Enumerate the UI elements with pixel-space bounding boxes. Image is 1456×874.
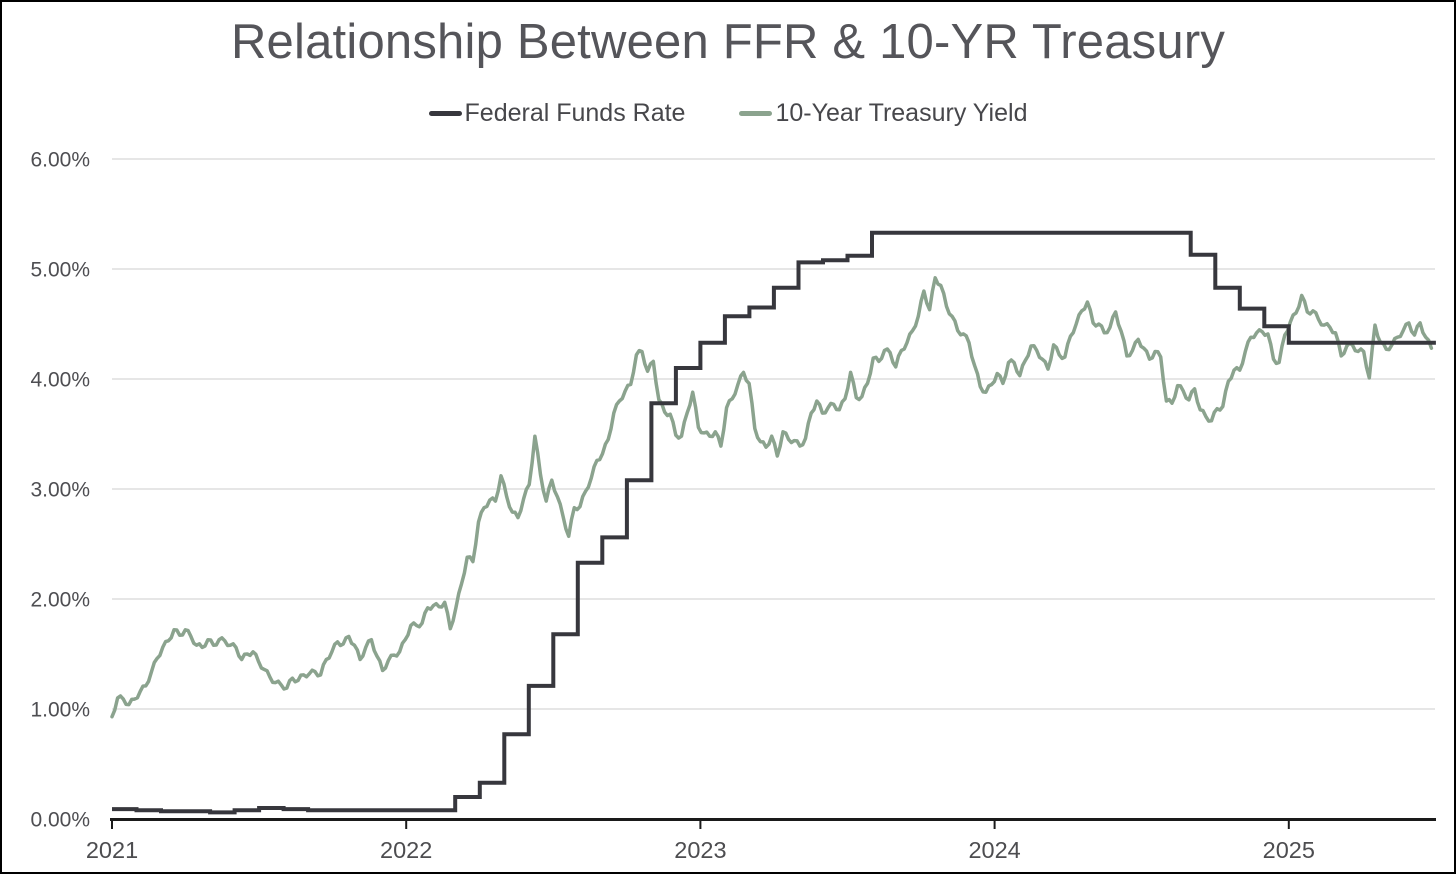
y-tick-label: 4.00%	[30, 369, 90, 392]
legend-item-ffr: Federal Funds Rate	[428, 99, 686, 128]
x-tick-label: 2025	[1263, 837, 1315, 863]
treasury-line-swatch-icon	[739, 111, 773, 116]
chart-title: Relationship Between FFR & 10-YR Treasur…	[230, 15, 1226, 69]
y-tick-labels: 0.00% 1.00% 2.00% 3.00% 4.00% 5.00% 6.00%	[30, 149, 90, 832]
legend-label-ffr: Federal Funds Rate	[464, 99, 686, 127]
y-tick-label: 2.00%	[30, 589, 90, 612]
legend-item-treasury: 10-Year Treasury Yield	[739, 99, 1027, 128]
y-tick-label: 5.00%	[30, 259, 90, 282]
federal-funds-rate-line	[112, 230, 1436, 815]
x-tick-label: 2021	[86, 837, 138, 863]
treasury-yield-line	[110, 276, 1434, 719]
y-tick-label: 0.00%	[30, 809, 90, 832]
x-axis	[110, 818, 1436, 829]
y-tick-label: 1.00%	[30, 699, 90, 722]
x-tick-label: 2022	[380, 837, 432, 863]
gridlines	[112, 158, 1435, 710]
legend: Federal Funds Rate 10-Year Treasury Yiel…	[2, 99, 1454, 128]
y-tick-label: 6.00%	[30, 149, 90, 172]
x-tick-labels: 2021 2022 2023 2024 2025	[86, 837, 1315, 863]
y-tick-label: 3.00%	[30, 479, 90, 502]
legend-label-treasury: 10-Year Treasury Yield	[775, 99, 1028, 127]
x-tick-label: 2024	[968, 837, 1020, 863]
ffr-line-swatch-icon	[428, 111, 462, 116]
x-tick-label: 2023	[674, 837, 726, 863]
